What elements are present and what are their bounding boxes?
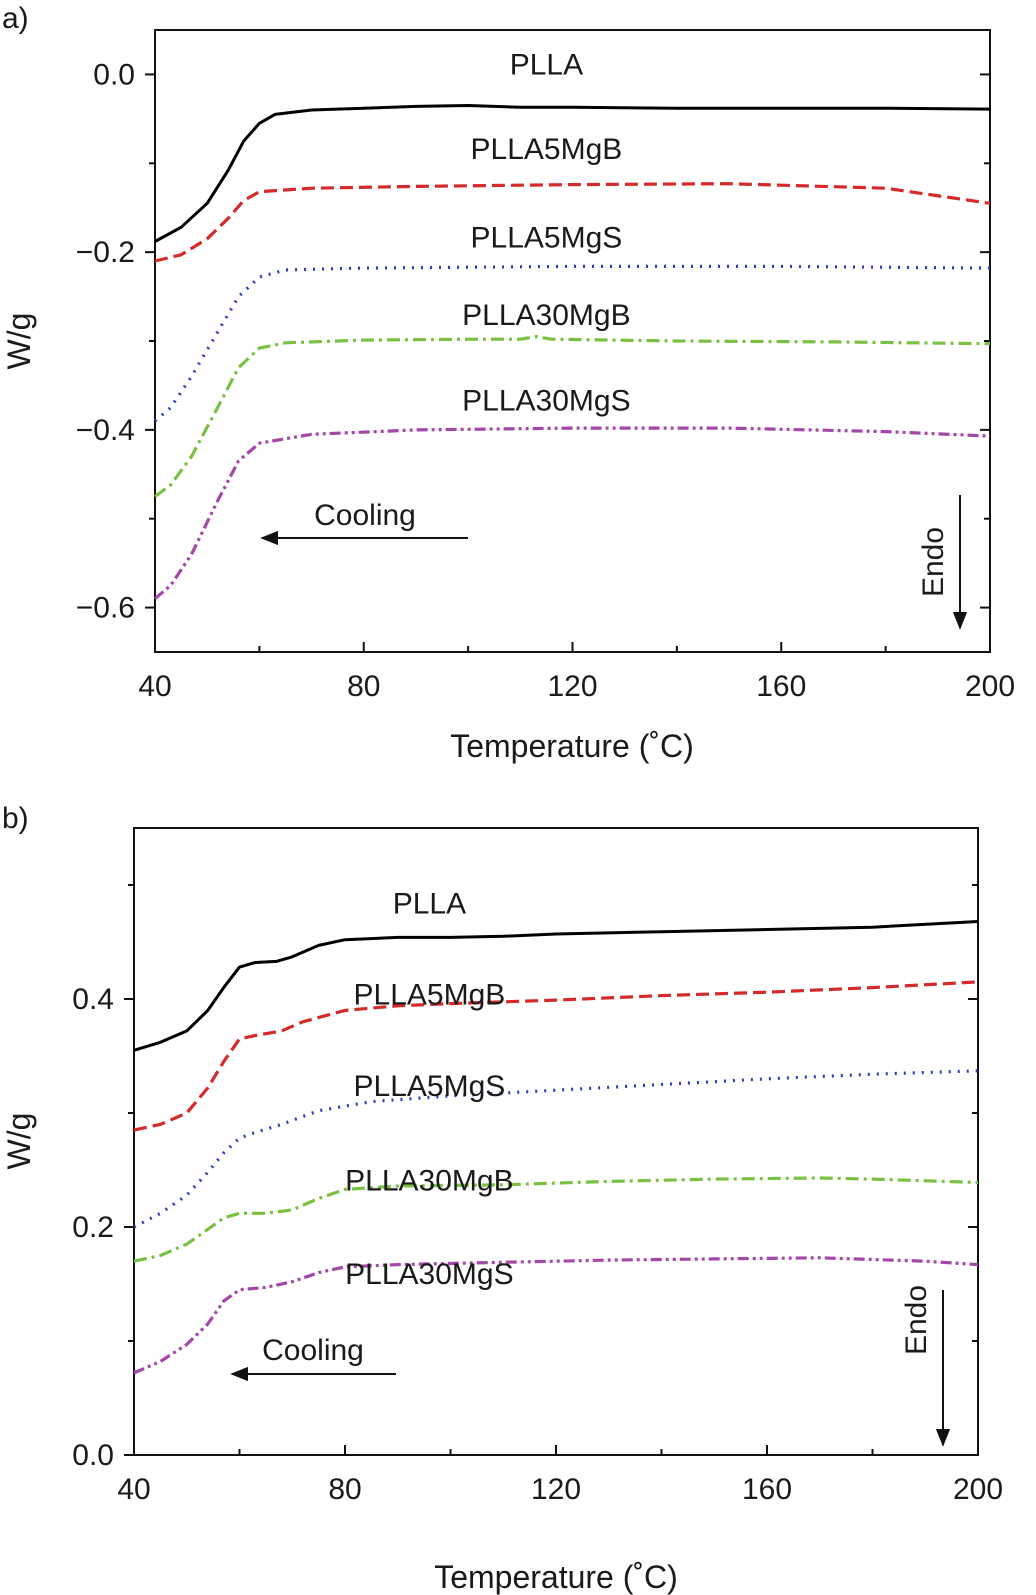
series-label-plla30mgb: PLLA30MgB [462,299,630,332]
series-line-plla [133,920,979,1052]
y-axis-title: W/g [1,313,37,370]
x-tick-label: 120 [547,670,597,703]
y-tick-label: −0.6 [76,592,135,625]
y-tick-label: 0.0 [93,58,135,91]
plot-frame [133,827,979,1456]
series-label-plla: PLLA [393,888,466,921]
series-line-plla30mgb [154,335,991,498]
x-tick-label: 200 [953,1473,1003,1506]
series-label-plla5mgs: PLLA5MgS [471,222,623,255]
endo-label: Endo [917,527,950,597]
chart-panel-a: a) PLLA PLLA5MgB PLLA5MgS PLLA30MgB PLLA30Mg… [1,2,1015,764]
y-tick-label: −0.4 [76,414,135,447]
series-label-plla: PLLA [510,48,583,81]
series-label-plla30mgb: PLLA30MgB [345,1165,513,1198]
x-tick-label: 80 [347,670,380,703]
panel-label: b) [2,802,29,835]
series-layer: PLLA PLLA5MgB PLLA5MgS PLLA30MgB PLLA30MgS [133,888,979,1375]
panel-label: a) [2,2,29,35]
series-label-plla30mgs: PLLA30MgS [345,1258,513,1291]
y-axis-title: W/g [1,1113,37,1170]
y-tick-label: 0.0 [72,1439,114,1472]
series-label-plla30mgs: PLLA30MgS [462,384,630,417]
series-line-plla30mgs [133,1256,979,1375]
series-line-plla5mgb [154,182,991,263]
x-axis-title: Temperature (˚C) [450,728,694,764]
cooling-label: Cooling [262,1334,364,1367]
endo-label: Endo [900,1285,933,1355]
y-tick-label: −0.2 [76,236,135,269]
y-tick-label: 0.2 [72,1211,114,1244]
series-label-plla5mgb: PLLA5MgB [354,979,506,1012]
x-tick-label: 80 [328,1473,361,1506]
x-tick-label: 40 [117,1473,150,1506]
x-tick-label: 200 [965,670,1015,703]
x-tick-label: 160 [756,670,806,703]
x-axis-title: Temperature (˚C) [434,1559,678,1595]
x-tick-label: 40 [138,670,171,703]
series-label-plla5mgb: PLLA5MgB [471,133,623,166]
series-line-plla5mgs [133,1069,979,1229]
axis-ticks: 40 80 120 160 200 0.0 0.2 0.4 [72,884,1003,1506]
series-line-plla30mgs [153,426,991,600]
chart-panel-b: b) PLLA PLLA5MgB PLLA5MgS PLLA30MgB PLLA30Mg… [1,802,1003,1595]
y-tick-label: 0.4 [72,983,114,1016]
series-layer: PLLA PLLA5MgB PLLA5MgS PLLA30MgB PLLA30MgS [153,48,991,600]
series-line-plla [154,104,991,243]
cooling-label: Cooling [314,499,416,532]
axis-ticks: 40 80 120 160 200 −0.6 −0.4 −0.2 0.0 [76,58,1015,703]
series-label-plla5mgs: PLLA5MgS [354,1070,506,1103]
x-tick-label: 160 [742,1473,792,1506]
x-tick-label: 120 [531,1473,581,1506]
series-line-plla30mgb [133,1176,979,1263]
series-line-plla5mgb [133,980,979,1132]
